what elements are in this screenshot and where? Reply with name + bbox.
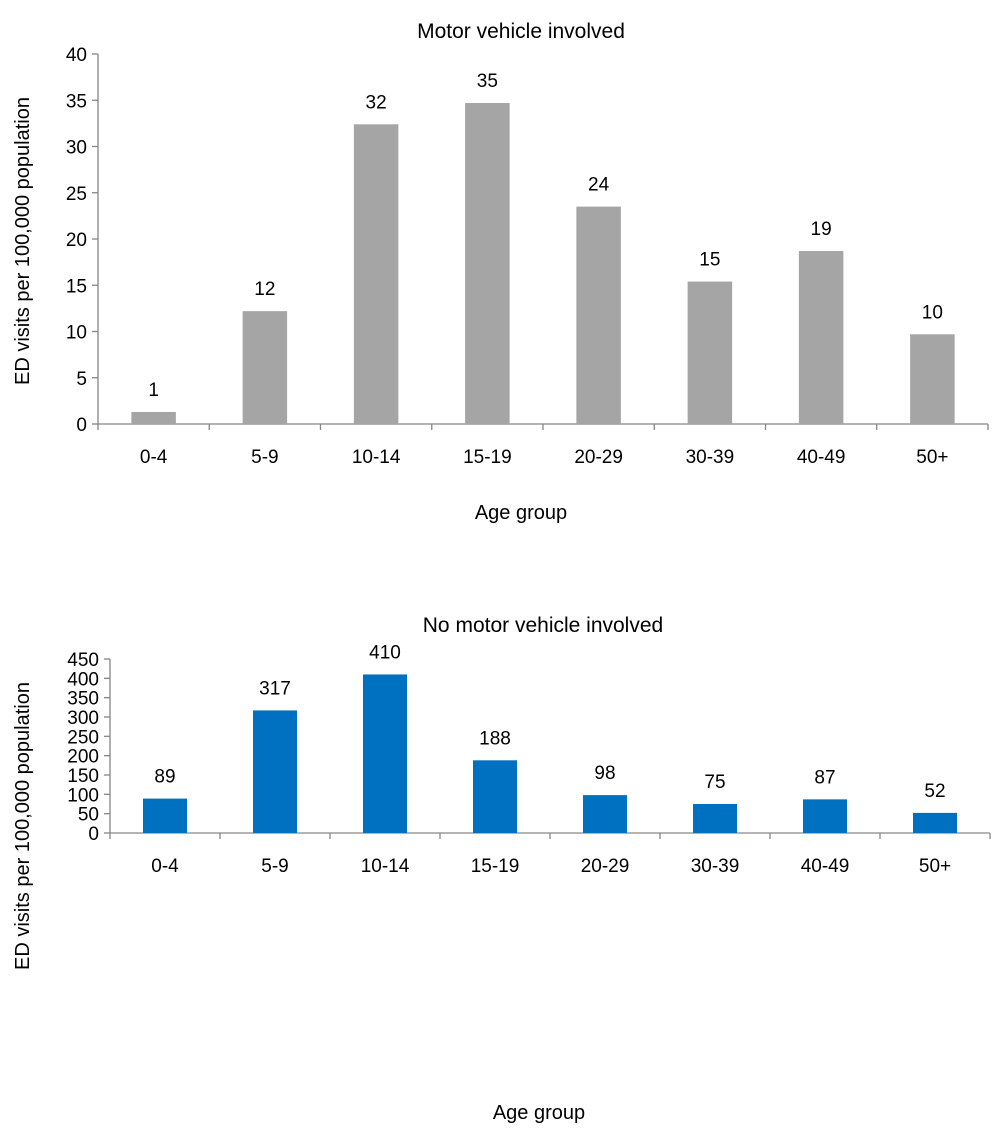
plot-area: 0 5 10 15 20 25 30 35 40 1 0-4 12 5-9 32 10-14 35 15-19 2…	[66, 45, 989, 468]
data-label: 19	[811, 219, 832, 240]
y-tick-label: 5	[76, 369, 87, 390]
data-label: 35	[477, 71, 498, 92]
bar-10-14	[353, 124, 399, 425]
x-tick-label: 40-49	[801, 856, 850, 877]
data-label: 188	[479, 728, 511, 749]
data-label: 24	[588, 175, 610, 196]
x-tick-label: 5-9	[251, 447, 278, 468]
y-axis-label: ED visits per 100,000 population	[12, 682, 34, 970]
x-tick-label: 10-14	[361, 856, 410, 877]
x-axis-label: Age group	[475, 502, 567, 524]
no-motor-vehicle-chart: No motor vehicle involved ED visits per …	[12, 614, 991, 1124]
y-tick-label: 10	[66, 323, 87, 344]
y-tick-label: 300	[67, 708, 99, 729]
bar-15-19	[473, 760, 517, 833]
bar-50+	[910, 334, 955, 424]
x-tick-label: 0-4	[151, 856, 179, 877]
data-label: 410	[369, 642, 401, 663]
bar-15-19	[465, 103, 510, 425]
data-label: 12	[254, 279, 275, 300]
x-tick-label: 20-29	[581, 856, 630, 877]
bar-10-14	[363, 674, 407, 833]
data-label: 52	[924, 781, 945, 802]
x-tick-label: 15-19	[463, 447, 512, 468]
bar-40-49	[803, 799, 847, 833]
chart-title: Motor vehicle involved	[417, 20, 625, 43]
data-label: 10	[922, 302, 943, 323]
bar-40-49	[798, 251, 844, 424]
bar-5-9	[242, 311, 288, 424]
x-axis-label: Age group	[493, 1102, 585, 1124]
bar-30-39	[687, 281, 733, 424]
x-tick-label: 10-14	[352, 447, 401, 468]
bar-30-39	[693, 804, 737, 833]
y-tick-label: 250	[67, 727, 99, 748]
y-tick-label: 40	[66, 45, 87, 66]
bar-20-29	[576, 206, 621, 424]
x-tick-label: 0-4	[140, 447, 168, 468]
y-tick-label: 0	[88, 824, 99, 845]
data-label: 98	[594, 763, 615, 784]
y-tick-label: 15	[66, 276, 87, 297]
y-tick-label: 20	[66, 230, 87, 251]
x-tick-label: 5-9	[261, 856, 288, 877]
y-tick-label: 400	[67, 669, 99, 690]
y-tick-label: 150	[67, 766, 99, 787]
y-tick-label: 450	[67, 650, 99, 671]
x-tick-label: 40-49	[797, 447, 846, 468]
x-tick-label: 20-29	[574, 447, 623, 468]
x-tick-label: 50+	[916, 447, 948, 468]
x-tick-label: 30-39	[691, 856, 740, 877]
bar-0-4	[143, 798, 187, 833]
y-tick-label: 25	[66, 184, 87, 205]
bar-0-4	[131, 411, 176, 424]
bar-5-9	[253, 710, 297, 833]
y-tick-label: 0	[76, 415, 87, 436]
data-label: 89	[154, 767, 175, 788]
x-tick-label: 30-39	[686, 447, 735, 468]
y-tick-label: 35	[66, 91, 87, 112]
data-label: 32	[366, 92, 387, 113]
y-tick-label: 350	[67, 689, 99, 710]
y-axis-label: ED visits per 100,000 population	[12, 97, 34, 385]
y-tick-label: 200	[67, 747, 99, 768]
data-label: 1	[148, 380, 159, 401]
x-tick-label: 50+	[919, 856, 951, 877]
bar-50+	[913, 812, 957, 833]
bar-20-29	[583, 795, 627, 833]
y-tick-label: 50	[78, 805, 99, 826]
y-tick-label: 30	[66, 138, 87, 159]
chart-title: No motor vehicle involved	[423, 614, 663, 637]
data-label: 75	[704, 772, 725, 793]
x-tick-label: 15-19	[471, 856, 520, 877]
data-label: 317	[259, 678, 291, 699]
data-label: 15	[699, 250, 720, 271]
y-tick-label: 100	[67, 785, 99, 806]
data-label: 87	[814, 767, 835, 788]
motor-vehicle-chart: Motor vehicle involved ED visits per 100…	[12, 20, 989, 524]
